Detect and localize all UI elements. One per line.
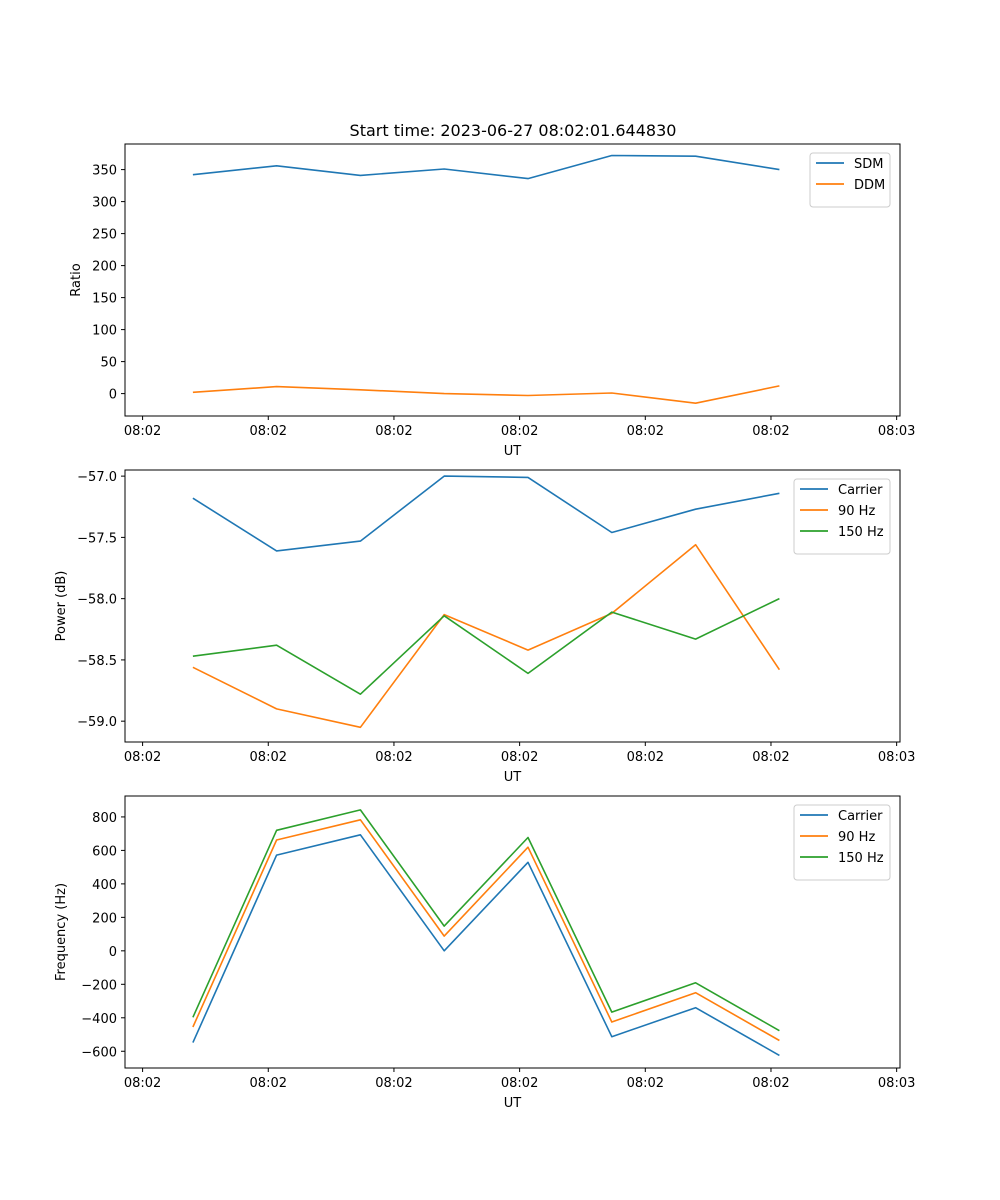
series-line-150-hz <box>192 597 780 696</box>
x-tick-label: 08:02 <box>627 1076 664 1091</box>
legend-label: DDM <box>854 178 885 193</box>
series-line-sdm <box>192 154 780 180</box>
series-line-90-hz <box>192 543 781 729</box>
y-tick-label: −57.0 <box>77 470 117 485</box>
chart-panel-2: 08:02 08:02 08:02 08:02 08:02 08:02 08:03 −59.0… <box>54 469 915 785</box>
legend: SDM DDM <box>809 152 891 208</box>
x-tick-label: 08:02 <box>375 1076 412 1091</box>
legend-label: SDM <box>854 157 883 172</box>
x-tick-label: 08:02 <box>124 424 161 439</box>
y-tick-label: 150 <box>92 292 117 307</box>
y-tick-label: 200 <box>92 260 117 275</box>
legend-label: 150 Hz <box>838 525 884 540</box>
x-axis-label: UT <box>504 770 522 785</box>
y-axis-label: Power (dB) <box>54 571 69 642</box>
x-axis-label: UT <box>504 1096 522 1111</box>
x-tick-label: 08:03 <box>878 424 915 439</box>
y-tick-label: 0 <box>109 388 117 403</box>
x-tick-label: 08:02 <box>124 1076 161 1091</box>
x-tick-label: 08:03 <box>878 750 915 765</box>
y-tick-label: 800 <box>92 811 117 826</box>
y-tick-label: −57.5 <box>77 531 117 546</box>
legend-box <box>809 152 891 208</box>
y-tick-label: 600 <box>92 844 117 859</box>
x-tick-label: 08:02 <box>375 750 412 765</box>
x-tick-label: 08:02 <box>501 1076 538 1091</box>
y-tick-label: 350 <box>92 164 117 179</box>
series-line-carrier <box>192 833 780 1057</box>
x-tick-label: 08:03 <box>878 1076 915 1091</box>
chart-panels: 08:02 08:02 08:02 08:02 08:02 08:02 08:03 0 50 10… <box>54 143 915 1111</box>
legend-box <box>793 478 891 555</box>
x-tick-label: 08:02 <box>250 1076 287 1091</box>
x-tick-label: 08:02 <box>250 424 287 439</box>
chart-panel-1: 08:02 08:02 08:02 08:02 08:02 08:02 08:03 0 50 10… <box>69 143 915 459</box>
axes-frame <box>124 143 901 417</box>
y-tick-label: 50 <box>100 356 117 371</box>
x-tick-label: 08:02 <box>375 424 412 439</box>
y-tick-label: −600 <box>81 1045 117 1060</box>
y-tick-label: 200 <box>92 911 117 926</box>
y-tick-label: 100 <box>92 324 117 339</box>
x-tick-label: 08:02 <box>752 750 789 765</box>
series-line-carrier <box>192 475 780 552</box>
x-tick-label: 08:02 <box>124 750 161 765</box>
axes-frame <box>124 795 901 1069</box>
y-axis-label: Ratio <box>69 263 84 296</box>
y-tick-label: −59.0 <box>77 715 117 730</box>
series-line-ddm <box>192 385 780 405</box>
y-tick-label: 300 <box>92 196 117 211</box>
series-line-90-hz <box>192 818 780 1042</box>
axes-frame <box>124 469 901 743</box>
y-tick-label: 250 <box>92 228 117 243</box>
legend: Carrier 90 Hz 150 Hz <box>793 478 891 555</box>
y-axis-label: Frequency (Hz) <box>54 883 69 981</box>
x-tick-label: 08:02 <box>501 424 538 439</box>
y-tick-label: 400 <box>92 878 117 893</box>
figure-title: Start time: 2023-06-27 08:02:01.644830 <box>350 121 677 140</box>
series-line-150-hz <box>192 809 780 1032</box>
x-tick-label: 08:02 <box>627 750 664 765</box>
y-tick-label: −58.5 <box>77 654 117 669</box>
y-tick-label: 0 <box>109 945 117 960</box>
y-tick-label: −400 <box>81 1012 117 1027</box>
legend-label: 150 Hz <box>838 851 884 866</box>
y-tick-label: −200 <box>81 978 117 993</box>
y-tick-label: −58.0 <box>77 593 117 608</box>
legend: Carrier 90 Hz 150 Hz <box>793 804 891 881</box>
x-axis-label: UT <box>504 444 522 459</box>
x-tick-label: 08:02 <box>501 750 538 765</box>
chart-panel-3: 08:02 08:02 08:02 08:02 08:02 08:02 08:03 −600 −… <box>54 795 915 1111</box>
x-tick-label: 08:02 <box>627 424 664 439</box>
x-tick-label: 08:02 <box>752 424 789 439</box>
legend-label: Carrier <box>838 809 883 824</box>
legend-label: Carrier <box>838 483 883 498</box>
x-tick-label: 08:02 <box>250 750 287 765</box>
legend-label: 90 Hz <box>838 504 875 519</box>
legend-box <box>793 804 891 881</box>
legend-label: 90 Hz <box>838 830 875 845</box>
x-tick-label: 08:02 <box>752 1076 789 1091</box>
